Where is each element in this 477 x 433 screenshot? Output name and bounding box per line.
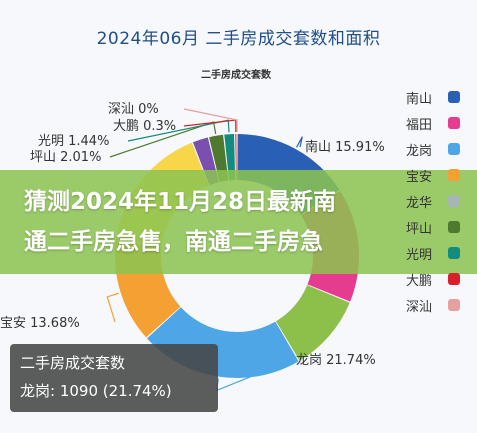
banner-text: 猜测2024年11月28日最新南 通二手房急售，南通二手房急 [24, 189, 337, 255]
legend-item[interactable]: 宝安 [406, 166, 476, 186]
legend-item[interactable]: 大鹏 [406, 270, 476, 290]
legend-item[interactable]: 龙岗 [406, 140, 476, 160]
legend-label: 龙华 [406, 196, 433, 211]
legend-swatch [448, 221, 460, 233]
slice-label-10: 深汕 0% [108, 102, 159, 117]
tooltip-title: 二手房成交套数 [20, 354, 126, 372]
slice-label-7: 坪山 2.01% [30, 150, 101, 165]
legend-swatch [448, 299, 460, 311]
leader-line-10 [183, 108, 238, 133]
legend-swatch [448, 91, 460, 103]
legend-item[interactable]: 光明 [406, 244, 476, 264]
chart-subtitle: 二手房成交套数 [201, 68, 272, 81]
legend-label: 坪山 [406, 222, 433, 237]
legend-swatch [448, 169, 460, 181]
leader-lines [106, 108, 303, 392]
legend-label: 宝安 [406, 170, 433, 185]
slice-labels: 南山 15.91% 龙岗 21.74% 宝安 13.68% 坪山 2.01%光明 1.… [0, 102, 385, 368]
legend-label: 大鹏 [406, 274, 433, 289]
slice-label-4: 宝安 13.68% [0, 316, 80, 331]
page-title: 2024年06月 二手房成交套数和面积 [96, 29, 381, 49]
legend-swatch [448, 247, 460, 259]
slice-2[interactable] [276, 285, 350, 361]
slice-8[interactable] [224, 134, 236, 181]
legend-item[interactable]: 深汕 [406, 296, 476, 316]
slice-label-3: 龙岗 21.74% [296, 353, 376, 368]
leader-line-0 [296, 136, 303, 148]
legend-swatch [448, 195, 460, 207]
legend-swatch [448, 117, 460, 129]
tooltip-detail: 龙岗: 1090 (21.74%) [20, 382, 172, 400]
legend-swatch [448, 273, 460, 285]
slice-label-8: 光明 1.44% [38, 134, 109, 149]
slice-9[interactable] [235, 134, 237, 181]
legend-label: 龙岗 [406, 144, 433, 159]
legend-label: 光明 [406, 248, 433, 263]
legend-item[interactable]: 龙华 [406, 192, 476, 212]
legend-item[interactable]: 坪山 [406, 218, 476, 238]
chart-tooltip: 二手房成交套数 龙岗: 1090 (21.74%) [10, 344, 218, 412]
legend-item[interactable]: 福田 [406, 114, 476, 134]
slice-label-0: 南山 15.91% [305, 139, 385, 155]
legend-swatch [448, 143, 460, 155]
slice-label-9: 大鹏 0.3% [113, 119, 176, 134]
legend-label: 福田 [406, 118, 433, 133]
legend-item[interactable]: 南山 [406, 88, 476, 108]
legend-label: 深汕 [406, 300, 433, 315]
legend-label: 南山 [406, 92, 433, 107]
overlay-banner: 猜测2024年11月28日最新南 通二手房急售，南通二手房急 [0, 170, 477, 274]
leader-line-4 [106, 292, 119, 323]
